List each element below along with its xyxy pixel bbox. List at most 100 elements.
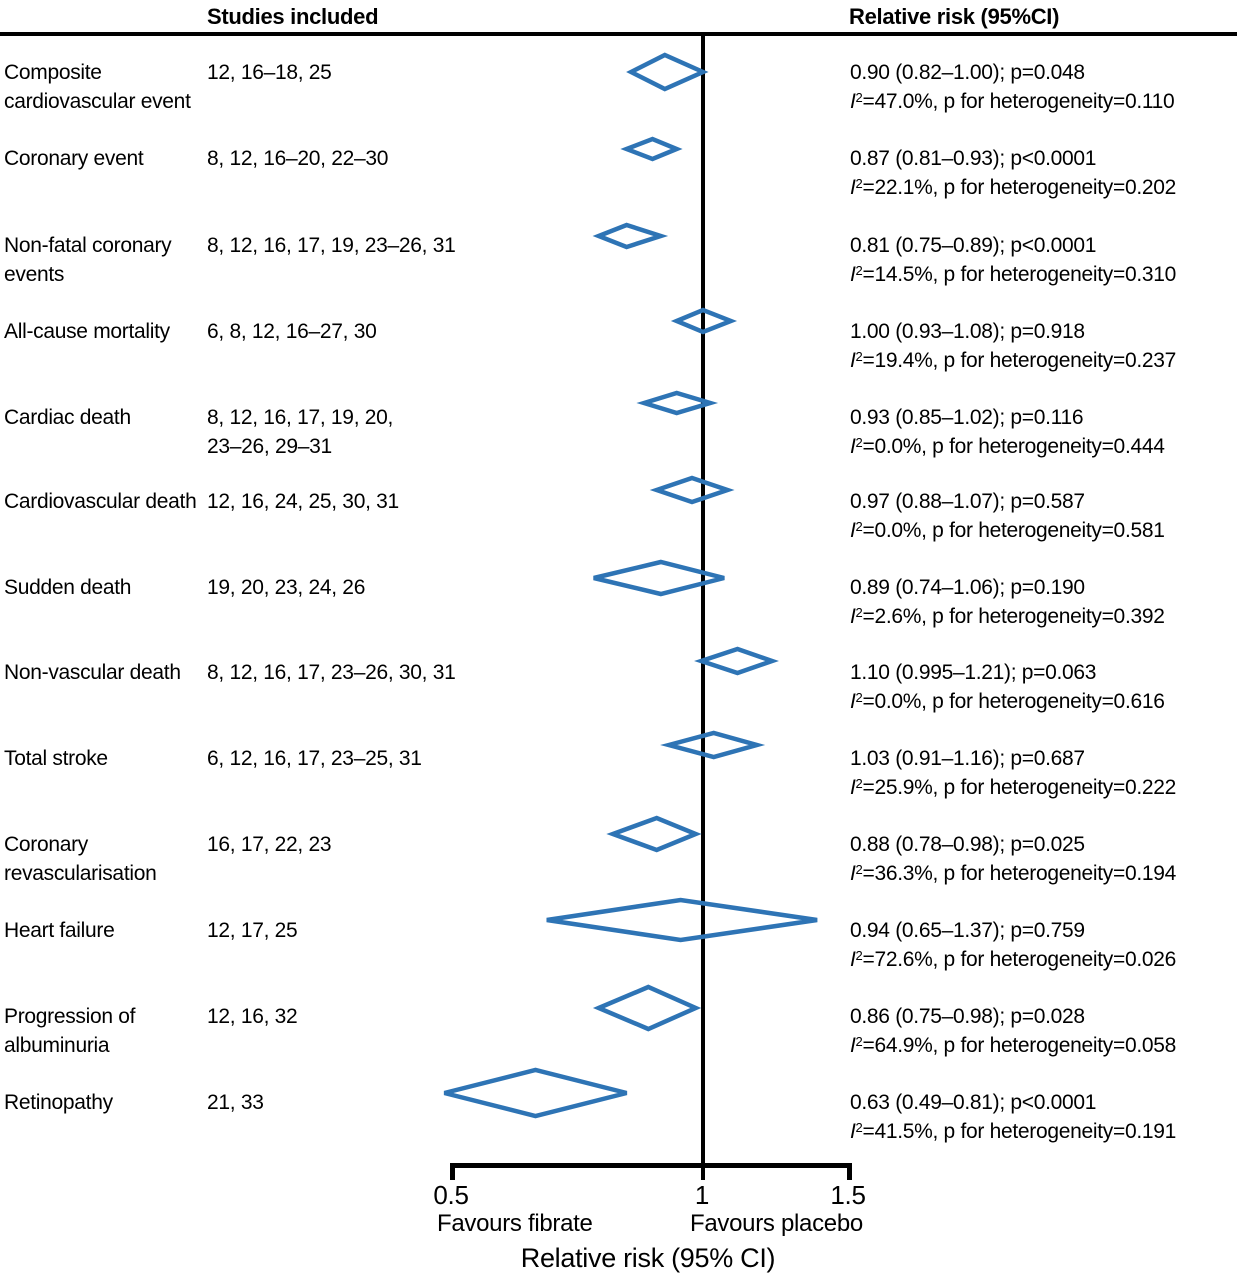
favours-placebo-label: Favours placebo <box>690 1210 863 1237</box>
heterogeneity-text: =47.0%, p for heterogeneity=0.110 <box>862 90 1175 113</box>
heterogeneity-stats: I2=14.5%, p for heterogeneity=0.310 <box>850 260 1176 289</box>
relative-risk-value: 0.94 (0.65–1.37); p=0.759 <box>850 919 1085 942</box>
header-divider-line <box>0 32 1237 36</box>
i-squared-symbol: I <box>850 90 856 113</box>
summary-diamond <box>606 815 702 853</box>
i-squared-superscript: 2 <box>855 176 863 191</box>
studies-included-list: 12, 16, 32 <box>207 1005 298 1028</box>
outcome-label: Retinopathy <box>4 1091 113 1114</box>
relative-risk-value: 0.93 (0.85–1.02); p=0.116 <box>850 406 1084 429</box>
outcome-label: Coronary revascularisation <box>4 833 157 885</box>
relative-risk-value: 0.81 (0.75–0.89); p<0.0001 <box>850 234 1097 257</box>
outcome-label: Coronary event <box>4 147 144 170</box>
studies-included-list: 6, 8, 12, 16–27, 30 <box>207 320 377 343</box>
heterogeneity-text: =36.3%, p for heterogeneity=0.194 <box>862 862 1176 885</box>
i-squared-symbol: I <box>850 948 856 971</box>
heterogeneity-text: =41.5%, p for heterogeneity=0.191 <box>862 1120 1176 1143</box>
outcome-label: Heart failure <box>4 919 115 942</box>
studies-included-list: 12, 17, 25 <box>207 919 298 942</box>
studies-included-list: 8, 12, 16, 17, 19, 23–26, 31 <box>207 234 456 257</box>
summary-diamond <box>546 897 818 943</box>
heterogeneity-text: =0.0%, p for heterogeneity=0.616 <box>862 690 1165 713</box>
heterogeneity-stats: I2=0.0%, p for heterogeneity=0.581 <box>850 516 1165 545</box>
heterogeneity-stats: I2=72.6%, p for heterogeneity=0.026 <box>850 945 1176 974</box>
x-axis-tick-15 <box>847 1163 852 1180</box>
i-squared-symbol: I <box>850 349 856 372</box>
outcome-label: Cardiovascular death <box>4 490 197 513</box>
i-squared-symbol: I <box>850 435 856 458</box>
heterogeneity-stats: I2=47.0%, p for heterogeneity=0.110 <box>850 87 1175 116</box>
x-axis-tick-05 <box>450 1163 455 1180</box>
i-squared-superscript: 2 <box>855 605 863 620</box>
summary-diamond <box>592 984 702 1032</box>
column-header-relative-risk: Relative risk (95%CI) <box>849 4 1060 29</box>
i-squared-superscript: 2 <box>855 776 863 791</box>
heterogeneity-stats: I2=25.9%, p for heterogeneity=0.222 <box>850 773 1176 802</box>
relative-risk-value: 1.00 (0.93–1.08); p=0.918 <box>850 320 1085 343</box>
heterogeneity-stats: I2=0.0%, p for heterogeneity=0.616 <box>850 687 1165 716</box>
x-axis-tick-label-1: 1 <box>694 1180 710 1210</box>
heterogeneity-text: =0.0%, p for heterogeneity=0.444 <box>862 435 1165 458</box>
studies-included-list: 12, 16, 24, 25, 30, 31 <box>207 490 399 513</box>
x-axis-tick-label-15: 1.5 <box>830 1180 866 1210</box>
outcome-label: Composite cardiovascular event <box>4 61 191 113</box>
relative-risk-value: 1.03 (0.91–1.16); p=0.687 <box>850 747 1085 770</box>
i-squared-superscript: 2 <box>855 690 863 705</box>
x-axis-tick-1 <box>701 1163 705 1180</box>
outcome-label: Progression of albuminuria <box>4 1005 136 1057</box>
outcome-label: Total stroke <box>4 747 108 770</box>
summary-diamond <box>649 475 735 505</box>
studies-included-list: 21, 33 <box>207 1091 264 1114</box>
heterogeneity-stats: I2=2.6%, p for heterogeneity=0.392 <box>850 602 1165 631</box>
heterogeneity-stats: I2=36.3%, p for heterogeneity=0.194 <box>850 859 1176 888</box>
outcome-label: Cardiac death <box>4 406 131 429</box>
studies-included-list: 12, 16–18, 25 <box>207 61 332 84</box>
heterogeneity-text: =25.9%, p for heterogeneity=0.222 <box>862 776 1176 799</box>
i-squared-superscript: 2 <box>855 1034 863 1049</box>
outcome-label: Sudden death <box>4 576 132 599</box>
i-squared-symbol: I <box>850 263 856 286</box>
summary-diamond <box>626 52 709 92</box>
studies-included-list: 8, 12, 16, 17, 19, 20, 23–26, 29–31 <box>207 406 394 458</box>
relative-risk-value: 0.87 (0.81–0.93); p<0.0001 <box>850 147 1097 170</box>
column-header-studies: Studies included <box>207 4 379 29</box>
relative-risk-value: 0.63 (0.49–0.81); p<0.0001 <box>850 1091 1097 1114</box>
relative-risk-value: 0.90 (0.82–1.00); p=0.048 <box>850 61 1085 84</box>
i-squared-symbol: I <box>850 862 856 885</box>
heterogeneity-stats: I2=41.5%, p for heterogeneity=0.191 <box>850 1117 1176 1146</box>
summary-diamond <box>694 646 779 676</box>
x-axis-tick-label-05: 0.5 <box>433 1180 469 1210</box>
i-squared-superscript: 2 <box>855 90 863 105</box>
heterogeneity-stats: I2=64.9%, p for heterogeneity=0.058 <box>850 1031 1176 1060</box>
relative-risk-value: 0.97 (0.88–1.07); p=0.587 <box>850 490 1085 513</box>
favours-fibrate-label: Favours fibrate <box>437 1210 593 1237</box>
heterogeneity-stats: I2=22.1%, p for heterogeneity=0.202 <box>850 173 1176 202</box>
studies-included-list: 19, 20, 23, 24, 26 <box>207 576 366 599</box>
i-squared-symbol: I <box>850 519 856 542</box>
heterogeneity-text: =14.5%, p for heterogeneity=0.310 <box>862 263 1176 286</box>
i-squared-superscript: 2 <box>855 519 863 534</box>
relative-risk-value: 1.10 (0.995–1.21); p=0.063 <box>850 661 1097 684</box>
heterogeneity-text: =19.4%, p for heterogeneity=0.237 <box>862 349 1176 372</box>
x-axis-line <box>450 1163 852 1168</box>
relative-risk-value: 0.86 (0.75–0.98); p=0.028 <box>850 1005 1085 1028</box>
reference-line-rr-1 <box>701 36 705 1166</box>
i-squared-superscript: 2 <box>855 435 863 450</box>
i-squared-symbol: I <box>850 1120 856 1143</box>
heterogeneity-text: =64.9%, p for heterogeneity=0.058 <box>862 1034 1176 1057</box>
heterogeneity-stats: I2=19.4%, p for heterogeneity=0.237 <box>850 346 1176 375</box>
relative-risk-value: 0.88 (0.78–0.98); p=0.025 <box>850 833 1085 856</box>
i-squared-superscript: 2 <box>855 948 863 963</box>
heterogeneity-text: =22.1%, p for heterogeneity=0.202 <box>862 176 1176 199</box>
i-squared-superscript: 2 <box>855 263 863 278</box>
relative-risk-value: 0.89 (0.74–1.06); p=0.190 <box>850 576 1085 599</box>
i-squared-superscript: 2 <box>855 349 863 364</box>
summary-diamond <box>620 136 683 162</box>
summary-diamond <box>660 730 766 760</box>
i-squared-symbol: I <box>850 605 856 628</box>
studies-included-list: 6, 12, 16, 17, 23–25, 31 <box>207 747 422 770</box>
i-squared-symbol: I <box>850 176 856 199</box>
i-squared-symbol: I <box>850 1034 856 1057</box>
heterogeneity-text: =72.6%, p for heterogeneity=0.026 <box>862 948 1176 971</box>
